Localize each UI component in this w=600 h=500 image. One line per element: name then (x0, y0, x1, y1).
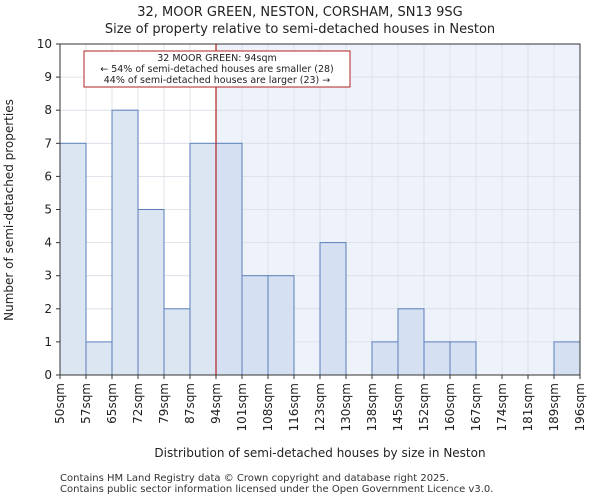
bar-65sqm (111, 109, 139, 376)
footer-line-2: Contains public sector information licen… (60, 484, 494, 495)
x-tick-label: 196sqm (573, 383, 587, 431)
x-tick-label: 72sqm (131, 383, 145, 424)
x-tick-label: 87sqm (183, 383, 197, 424)
bar-138sqm (371, 341, 399, 376)
x-tick-label: 57sqm (79, 383, 93, 424)
x-tick-label: 123sqm (313, 383, 327, 431)
x-tick-label: 181sqm (521, 383, 535, 431)
x-tick-label: 108sqm (261, 383, 275, 431)
bar-123sqm (319, 242, 347, 376)
bar-50sqm (59, 142, 87, 376)
y-tick-label: 10 (37, 37, 52, 51)
y-tick-label: 5 (44, 203, 52, 217)
bar-72sqm (137, 209, 165, 376)
bar-101sqm (241, 275, 269, 376)
x-tick-label: 130sqm (339, 383, 353, 431)
x-tick-label: 79sqm (157, 383, 171, 424)
bar-108sqm (267, 275, 295, 376)
bar-chart: 0 1 2 3 4 5 6 7 8 9 10 50sqm 57sqm 65sqm 72sqm 79sqm 87… (2, 37, 587, 460)
x-tick-label: 65sqm (105, 383, 119, 424)
annotation-line-2: ← 54% of semi-detached houses are smalle… (100, 64, 334, 75)
bar-layer (59, 109, 581, 376)
x-tick-label: 138sqm (365, 383, 379, 431)
bar-57sqm (85, 341, 113, 376)
x-tick-label: 50sqm (53, 383, 67, 424)
bar-145sqm (397, 308, 425, 376)
bar-160sqm (449, 341, 477, 376)
y-axis-label: Number of semi-detached properties (2, 99, 16, 321)
footer: Contains HM Land Registry data © Crown c… (60, 473, 493, 495)
x-tick-labels: 50sqm 57sqm 65sqm 72sqm 79sqm 87sqm 94sqm 101sq… (53, 375, 587, 431)
y-tick-label: 0 (44, 368, 52, 382)
bar-79sqm (163, 308, 191, 376)
x-tick-label: 189sqm (547, 383, 561, 431)
x-tick-label: 167sqm (469, 383, 483, 431)
y-tick-label: 2 (44, 302, 52, 316)
x-tick-label: 152sqm (417, 383, 431, 431)
y-tick-label: 6 (44, 169, 52, 183)
x-tick-label: 101sqm (235, 383, 249, 431)
annotation-box: 32 MOOR GREEN: 94sqm ← 54% of semi-detac… (83, 50, 351, 88)
annotation-border (83, 50, 351, 88)
x-tick-label: 116sqm (287, 383, 301, 431)
chart-title: 32, MOOR GREEN, NESTON, CORSHAM, SN13 9S… (137, 5, 463, 20)
x-tick-label: 174sqm (495, 383, 509, 431)
annotation-line-1: 32 MOOR GREEN: 94sqm (157, 53, 277, 64)
y-tick-label: 1 (44, 335, 52, 349)
y-tick-label: 9 (44, 70, 52, 84)
y-tick-label: 7 (44, 136, 52, 150)
x-tick-label: 160sqm (443, 383, 457, 431)
footer-line-1: Contains HM Land Registry data © Crown c… (60, 473, 449, 484)
bar-94sqm (215, 142, 243, 376)
bar-152sqm (423, 341, 451, 376)
annotation-line-3: 44% of semi-detached houses are larger (… (104, 75, 331, 86)
bar-189sqm (553, 341, 581, 376)
chart-subtitle: Size of property relative to semi-detach… (104, 22, 496, 37)
y-tick-label: 8 (44, 103, 52, 117)
y-tick-label: 3 (44, 269, 52, 283)
bar-87sqm (189, 142, 217, 376)
chart-title-block: 32, MOOR GREEN, NESTON, CORSHAM, SN13 9S… (0, 4, 600, 38)
y-tick-labels: 0 1 2 3 4 5 6 7 8 9 10 (37, 37, 60, 382)
y-tick-label: 4 (44, 236, 52, 250)
x-axis-label: Distribution of semi-detached houses by … (154, 446, 485, 460)
x-tick-label: 94sqm (209, 383, 223, 424)
x-tick-label: 145sqm (391, 383, 405, 431)
